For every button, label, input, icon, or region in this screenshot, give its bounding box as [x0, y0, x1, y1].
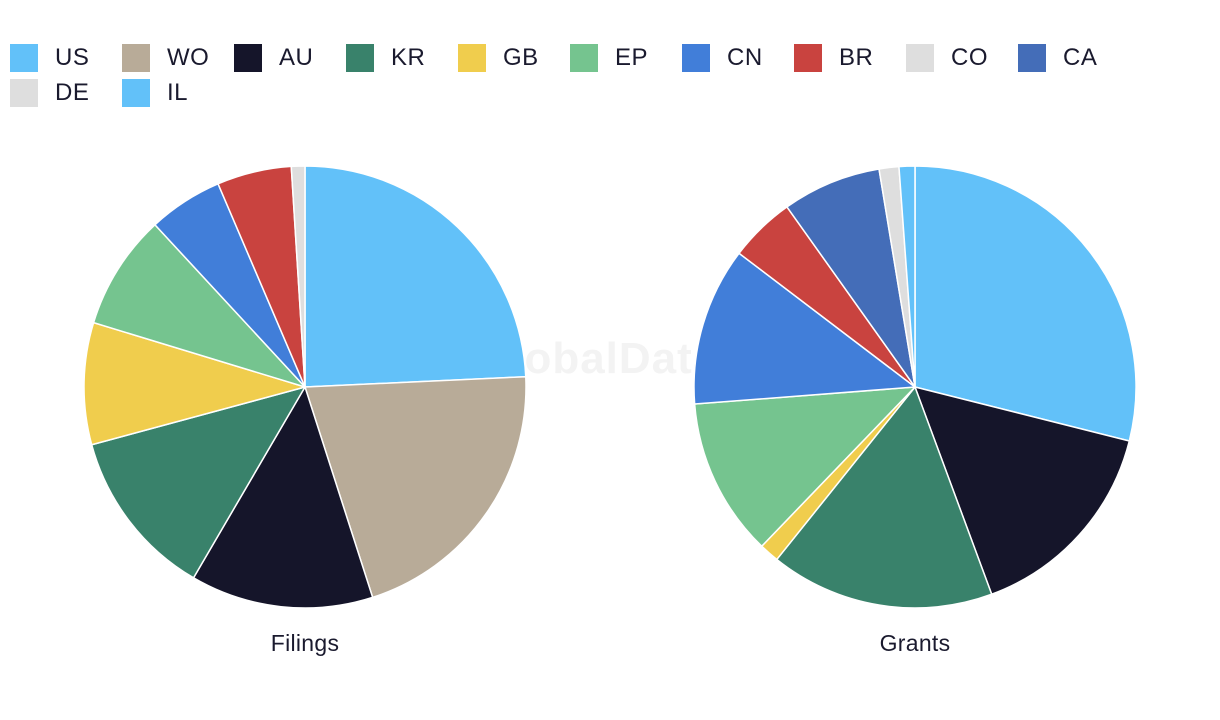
legend-item-co[interactable]: CO: [906, 40, 1018, 75]
pie-slice-gb[interactable]: [83, 321, 306, 446]
legend-label: IL: [167, 78, 189, 106]
legend-label: KR: [391, 43, 426, 71]
pie-slice-au[interactable]: [192, 386, 374, 609]
pie-slice-kr[interactable]: [776, 386, 993, 609]
legend-item-cn[interactable]: CN: [682, 40, 794, 75]
pie-filings: Filings: [83, 165, 527, 656]
legend-item-de[interactable]: DE: [10, 75, 122, 110]
legend-item-br[interactable]: BR: [794, 40, 906, 75]
legend-label: CN: [727, 43, 763, 71]
pie-slice-us[interactable]: [914, 165, 1137, 442]
legend-label: EP: [615, 43, 649, 71]
legend-swatch: [794, 43, 822, 72]
legend-label: WO: [167, 43, 210, 71]
legend-item-ep[interactable]: EP: [570, 40, 682, 75]
legend-swatch: [122, 43, 150, 72]
legend-label: BR: [839, 43, 874, 71]
legend-swatch: [346, 43, 374, 72]
pie-title: Filings: [271, 630, 340, 656]
legend-label: AU: [279, 43, 314, 71]
pie-slice-ep[interactable]: [92, 224, 306, 388]
legend: US WO AU KR GB EP CN BR CO CA DE IL: [10, 40, 1210, 110]
legend-item-wo[interactable]: WO: [122, 40, 234, 75]
pie-slice-il[interactable]: [898, 165, 916, 388]
pie-slice-cn[interactable]: [693, 252, 916, 405]
legend-item-il[interactable]: IL: [122, 75, 234, 110]
legend-swatch: [458, 43, 486, 72]
legend-label: CA: [1063, 43, 1098, 71]
legend-item-us[interactable]: US: [10, 40, 122, 75]
legend-swatch: [122, 78, 150, 107]
legend-swatch: [10, 78, 38, 107]
legend-item-gb[interactable]: GB: [458, 40, 570, 75]
legend-swatch: [10, 43, 38, 72]
pie-slice-wo[interactable]: [304, 375, 527, 599]
legend-label: GB: [503, 43, 539, 71]
pie-slice-ep[interactable]: [693, 386, 916, 547]
pie-title: Grants: [880, 630, 951, 656]
legend-item-ca[interactable]: CA: [1018, 40, 1130, 75]
pie-slice-ca[interactable]: [786, 168, 916, 388]
legend-swatch: [682, 43, 710, 72]
pie-grants: Grants: [693, 165, 1137, 656]
legend-swatch: [570, 43, 598, 72]
legend-swatch: [906, 43, 934, 72]
pie-slice-kr[interactable]: [90, 386, 306, 579]
pie-slice-au[interactable]: [914, 386, 1131, 596]
legend-item-kr[interactable]: KR: [346, 40, 458, 75]
legend-label: CO: [951, 43, 988, 71]
pie-slice-co[interactable]: [290, 165, 306, 388]
legend-label: DE: [55, 78, 90, 106]
legend-swatch: [234, 43, 262, 72]
legend-swatch: [1018, 43, 1046, 72]
legend-label: US: [55, 43, 90, 71]
pie-slice-us[interactable]: [304, 165, 527, 388]
legend-item-au[interactable]: AU: [234, 40, 346, 75]
